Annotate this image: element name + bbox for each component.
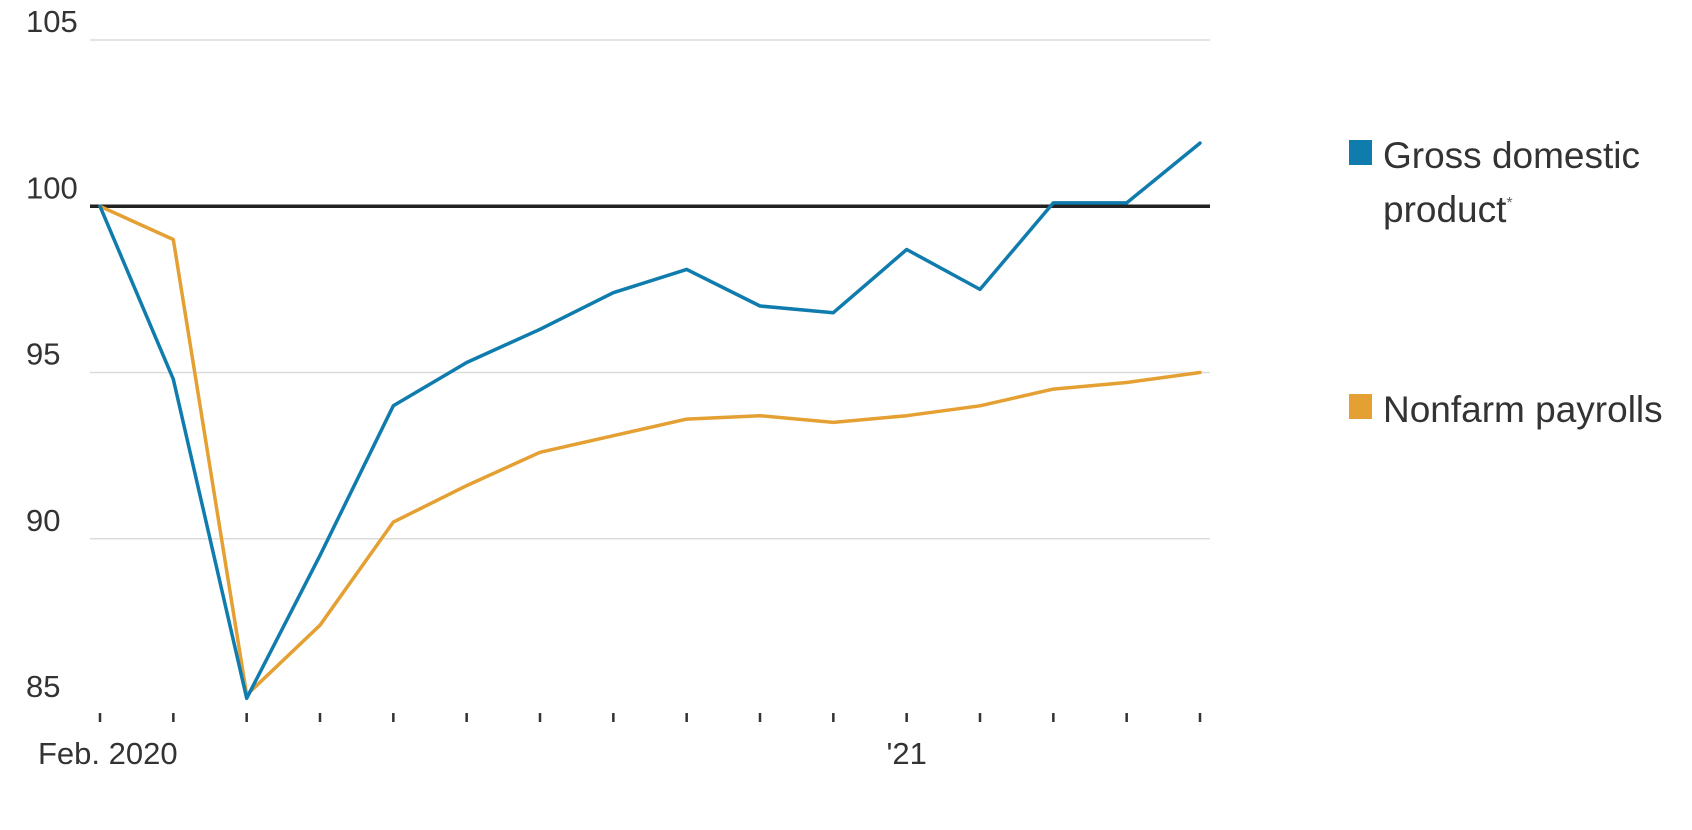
y-tick-label-85: 85: [26, 669, 60, 704]
y-axis-labels: 85 90 95 100 105: [26, 4, 78, 704]
y-tick-label-105: 105: [26, 4, 78, 39]
x-tick-label-1: '21: [886, 736, 926, 771]
x-axis: Feb. 2020 '21: [38, 713, 1202, 771]
legend-item-gdp: Gross domestic product*: [1349, 135, 1640, 230]
legend-swatch-gdp: [1349, 140, 1372, 165]
y-tick-label-90: 90: [26, 503, 60, 538]
legend-label-gdp-line1: Gross domestic: [1383, 135, 1640, 176]
legend-label-payrolls: Nonfarm payrolls: [1383, 389, 1663, 430]
x-tick-label-0: Feb. 2020: [38, 736, 178, 771]
legend-gdp-name: Gross domestic: [1383, 135, 1640, 176]
y-tick-label-95: 95: [26, 337, 60, 372]
gridlines: [90, 39, 1210, 540]
series-line-nonfarm-payrolls: [98, 204, 1202, 697]
legend-swatch-payrolls: [1349, 394, 1372, 419]
series-line-gross-domestic-product: [98, 141, 1202, 701]
legend: Gross domestic product* Nonfarm payrolls: [1349, 135, 1663, 430]
series-lines: [98, 141, 1202, 701]
y-tick-label-100: 100: [26, 170, 78, 205]
legend-gdp-footnote-marker: *: [1506, 195, 1512, 212]
legend-item-payrolls: Nonfarm payrolls: [1349, 389, 1663, 430]
legend-label-gdp-line2: product*: [1383, 189, 1513, 230]
